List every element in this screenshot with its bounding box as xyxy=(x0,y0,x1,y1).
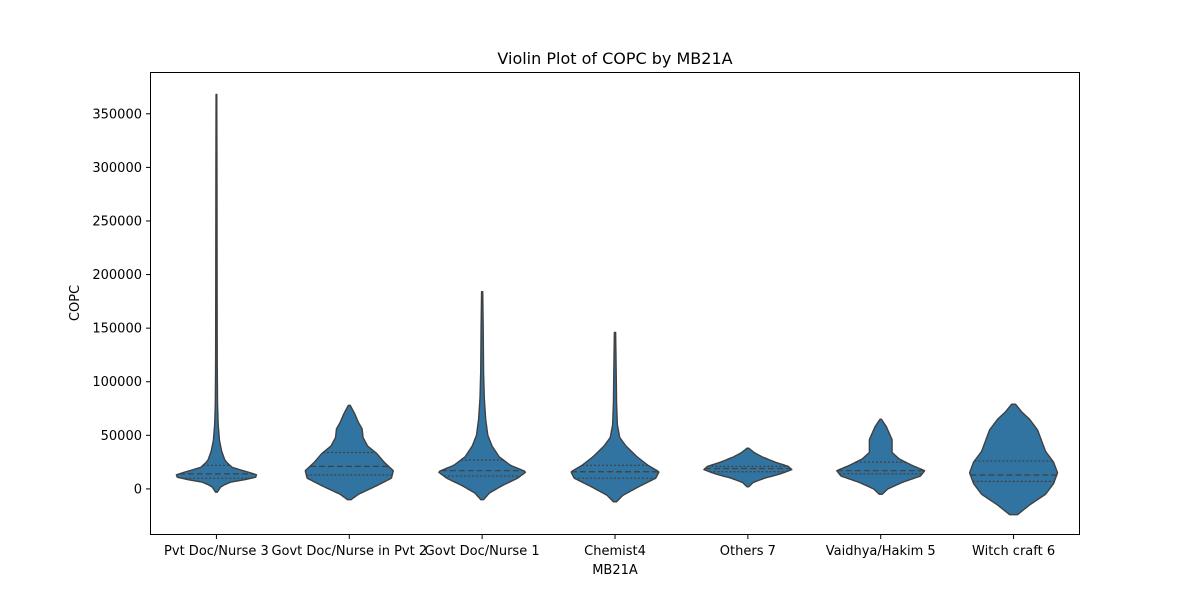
y-axis: 0 50000 100000 150000 200000 250000 300000 3500… xyxy=(92,107,150,497)
x-axis: Pvt Doc/Nurse 3 Govt Doc/Nurse in Pvt 2Go… xyxy=(164,535,1055,559)
violins-group xyxy=(175,93,1059,516)
y-tick-label: 150000 xyxy=(92,322,142,337)
x-tick-label: Govt Doc/Nurse 1 xyxy=(425,544,540,559)
violin-body xyxy=(836,418,926,495)
violin-body xyxy=(175,93,258,493)
violin-body xyxy=(703,447,793,488)
violin-body xyxy=(438,291,527,501)
y-tick-label: 300000 xyxy=(92,161,142,176)
x-axis-label: MB21A xyxy=(592,563,638,578)
y-tick-label: 100000 xyxy=(92,375,142,390)
y-tick-label: 0 xyxy=(134,482,142,497)
y-tick-label: 200000 xyxy=(92,268,142,283)
chart-title: Violin Plot of COPC by MB21A xyxy=(497,49,732,68)
violin-body xyxy=(968,403,1059,516)
y-tick-label: 350000 xyxy=(92,107,142,122)
x-tick-label: Govt Doc/Nurse in Pvt 2 xyxy=(271,544,427,559)
x-tick-label: Witch craft 6 xyxy=(972,544,1055,559)
x-tick-label: Chemist4 xyxy=(584,544,646,559)
x-tick-label: Pvt Doc/Nurse 3 xyxy=(164,544,269,559)
violin-body xyxy=(304,404,394,501)
x-tick-label: Vaidhya/Hakim 5 xyxy=(826,544,936,559)
y-tick-label: 250000 xyxy=(92,214,142,229)
violin-body xyxy=(570,331,660,503)
y-axis-label: COPC xyxy=(68,285,83,321)
plot-frame xyxy=(150,72,1080,535)
x-tick-label: Others 7 xyxy=(720,544,776,559)
y-tick-label: 50000 xyxy=(101,429,142,444)
